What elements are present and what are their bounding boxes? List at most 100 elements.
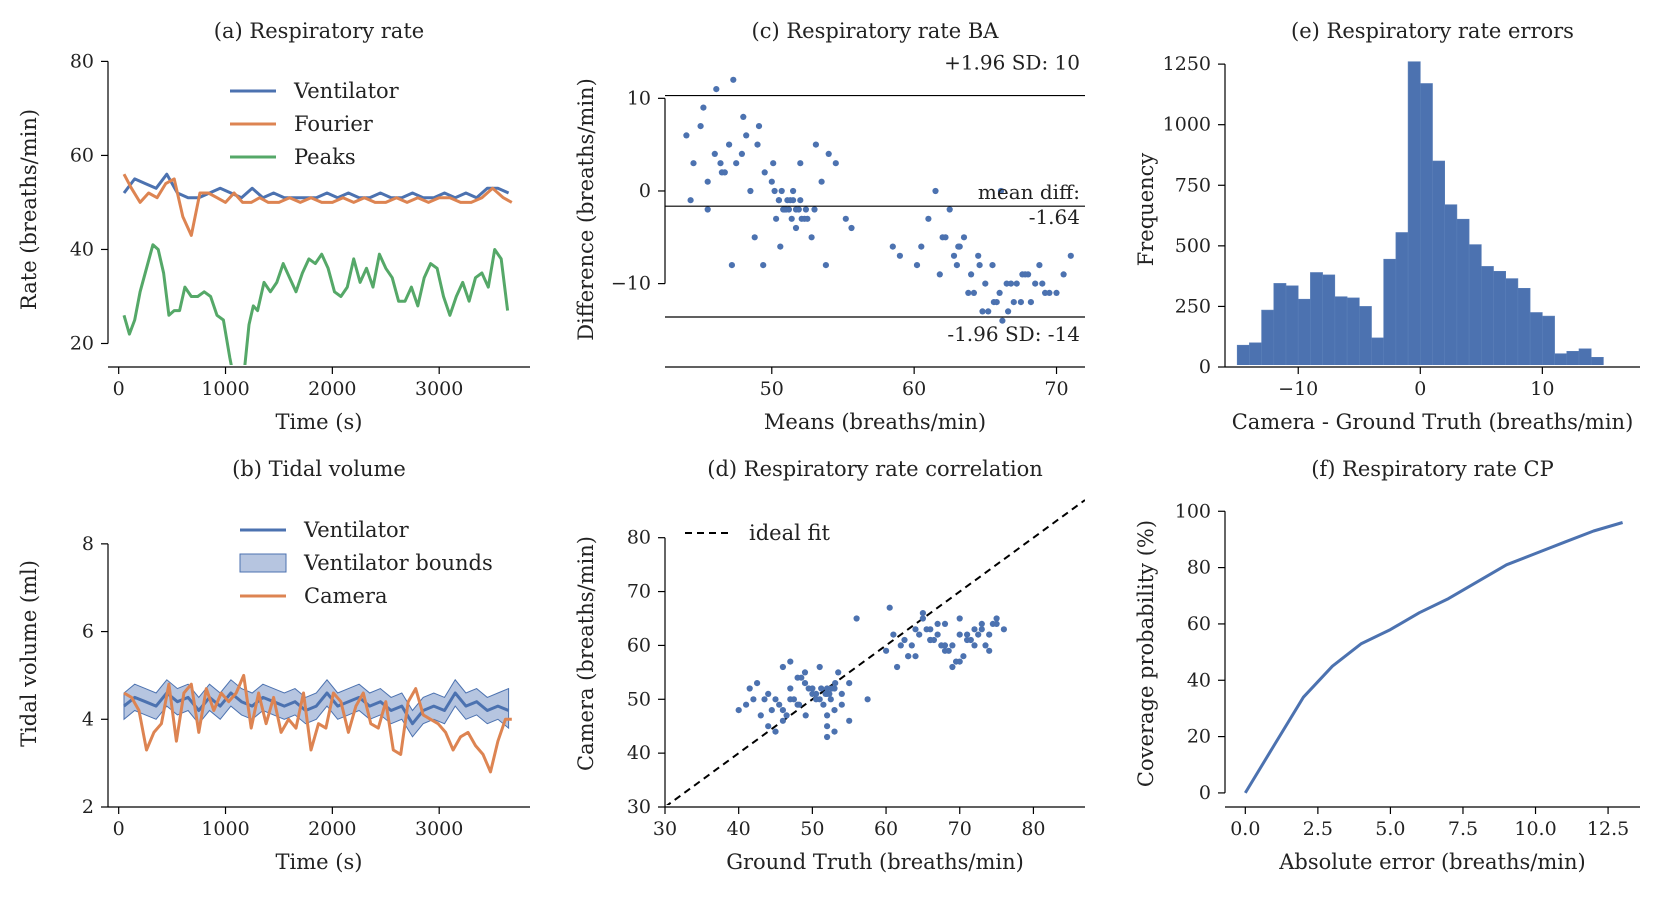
scatter-point-c: [728, 262, 736, 269]
scatter-point-d: [949, 642, 956, 649]
scatter-point-c: [773, 215, 780, 222]
scatter-point-c: [1019, 271, 1026, 278]
scatter-point-c: [687, 197, 694, 204]
scatter-point-c: [1060, 271, 1067, 278]
scatter-point-d: [765, 690, 772, 698]
scatter-point-c: [942, 234, 949, 241]
scatter-point-c: [777, 243, 784, 250]
x-tick-label: 30: [653, 818, 677, 840]
scatter-point-d: [761, 696, 768, 703]
scatter-point-d: [822, 690, 829, 698]
x-tick-label: 60: [874, 818, 898, 840]
legend-entry-b: Camera: [304, 584, 388, 608]
scatter-point-d: [956, 615, 963, 622]
scatter-point-d: [750, 696, 757, 703]
scatter-point-c: [842, 215, 849, 222]
x-tick-label: 40: [727, 818, 751, 840]
scatter-point-c: [999, 317, 1006, 324]
scatter-point-c: [950, 252, 958, 259]
scatter-point-d: [801, 669, 809, 676]
histogram-bar: [1249, 342, 1262, 365]
scatter-point-d: [824, 685, 831, 692]
x-axis-label-a: Time (s): [276, 410, 363, 434]
scatter-point-c: [704, 178, 711, 185]
scatter-point-c: [751, 234, 758, 241]
scatter-point-d: [831, 707, 838, 714]
scatter-point-d: [934, 620, 941, 628]
histogram-bar: [1371, 337, 1384, 365]
scatter-point-c: [1039, 280, 1046, 287]
legend-entry-b: Ventilator: [303, 518, 410, 542]
scatter-point-d: [905, 653, 912, 660]
scatter-point-d: [796, 701, 803, 708]
scatter-point-c: [970, 289, 978, 296]
scatter-point-c: [968, 271, 975, 278]
scatter-point-c: [792, 224, 800, 232]
scatter-point-d: [945, 647, 952, 654]
scatter-point-c: [997, 187, 1005, 195]
y-axis-label-a: Rate (breaths/min): [17, 109, 41, 310]
scatter-point-c: [946, 206, 953, 213]
scatter-point-c: [704, 206, 711, 213]
scatter-point-d: [754, 680, 761, 687]
histogram-bar: [1236, 344, 1250, 365]
annotation-lower-loa: -1.96 SD: -14: [947, 322, 1080, 346]
histogram-bar: [1273, 283, 1287, 365]
x-tick-label: 50: [800, 818, 824, 840]
x-tick-label: 2.5: [1303, 818, 1333, 840]
scatter-point-d: [828, 685, 835, 692]
y-tick-label: 100: [1175, 500, 1211, 522]
scatter-point-c: [697, 123, 704, 130]
histogram-bar: [1310, 272, 1323, 365]
plot-area-c: [683, 76, 1074, 324]
scatter-point-c: [990, 299, 998, 306]
y-tick-label: 10: [627, 87, 651, 109]
series-line-ventilator: [123, 691, 510, 726]
scatter-point-c: [795, 206, 802, 213]
scatter-point-d: [794, 674, 801, 681]
scatter-point-c: [743, 132, 750, 139]
y-tick-label: 60: [627, 634, 651, 656]
scatter-point-c: [896, 252, 904, 259]
scatter-point-d: [919, 615, 927, 622]
scatter-point-c: [955, 243, 962, 250]
scatter-point-c: [889, 243, 896, 250]
series-line-fourier: [122, 173, 513, 237]
scatter-point-d: [853, 615, 860, 622]
scatter-point-d: [960, 653, 967, 660]
x-tick-label: 10: [1530, 378, 1554, 400]
x-tick-label: 2000: [308, 378, 356, 400]
scatter-point-d: [986, 647, 993, 654]
histogram-bar: [1542, 315, 1555, 365]
scatter-point-c: [1046, 289, 1053, 296]
scatter-point-c: [802, 206, 810, 213]
scatter-point-d: [964, 631, 971, 638]
y-tick-label: −10: [611, 273, 651, 295]
scatter-point-d: [831, 728, 838, 735]
x-axis-label-e: Camera - Ground Truth (breaths/min): [1232, 410, 1634, 434]
histogram-bar: [1285, 285, 1299, 365]
histogram-bar: [1554, 353, 1568, 365]
scatter-point-c: [1053, 289, 1060, 296]
y-tick-label: 20: [1187, 726, 1211, 748]
scatter-point-d: [809, 685, 816, 692]
chart-d: (d) Respiratory rate correlation 30 40 50 60…: [574, 457, 1085, 874]
histogram-bar: [1322, 274, 1336, 365]
scatter-point-c: [798, 215, 805, 222]
x-tick-label: 50: [760, 378, 784, 400]
x-tick-label: 0.0: [1230, 818, 1260, 840]
y-tick-label: 1250: [1163, 53, 1211, 75]
scatter-point-c: [976, 262, 983, 269]
scatter-point-c: [1067, 252, 1074, 259]
legend-swatch-b: [239, 553, 287, 573]
scatter-point-c: [721, 169, 728, 176]
scatter-point-c: [832, 160, 839, 167]
scatter-point-d: [912, 626, 919, 633]
histogram-bar: [1432, 160, 1445, 365]
chart-e: (e) Respiratory rate errors −10 0 10 0 250 500…: [1134, 19, 1640, 434]
plot-area-b: [123, 673, 512, 774]
histogram-bar: [1297, 298, 1311, 365]
histogram-bar: [1444, 204, 1458, 365]
scatter-point-c: [808, 234, 815, 241]
scatter-point-d: [927, 626, 934, 633]
